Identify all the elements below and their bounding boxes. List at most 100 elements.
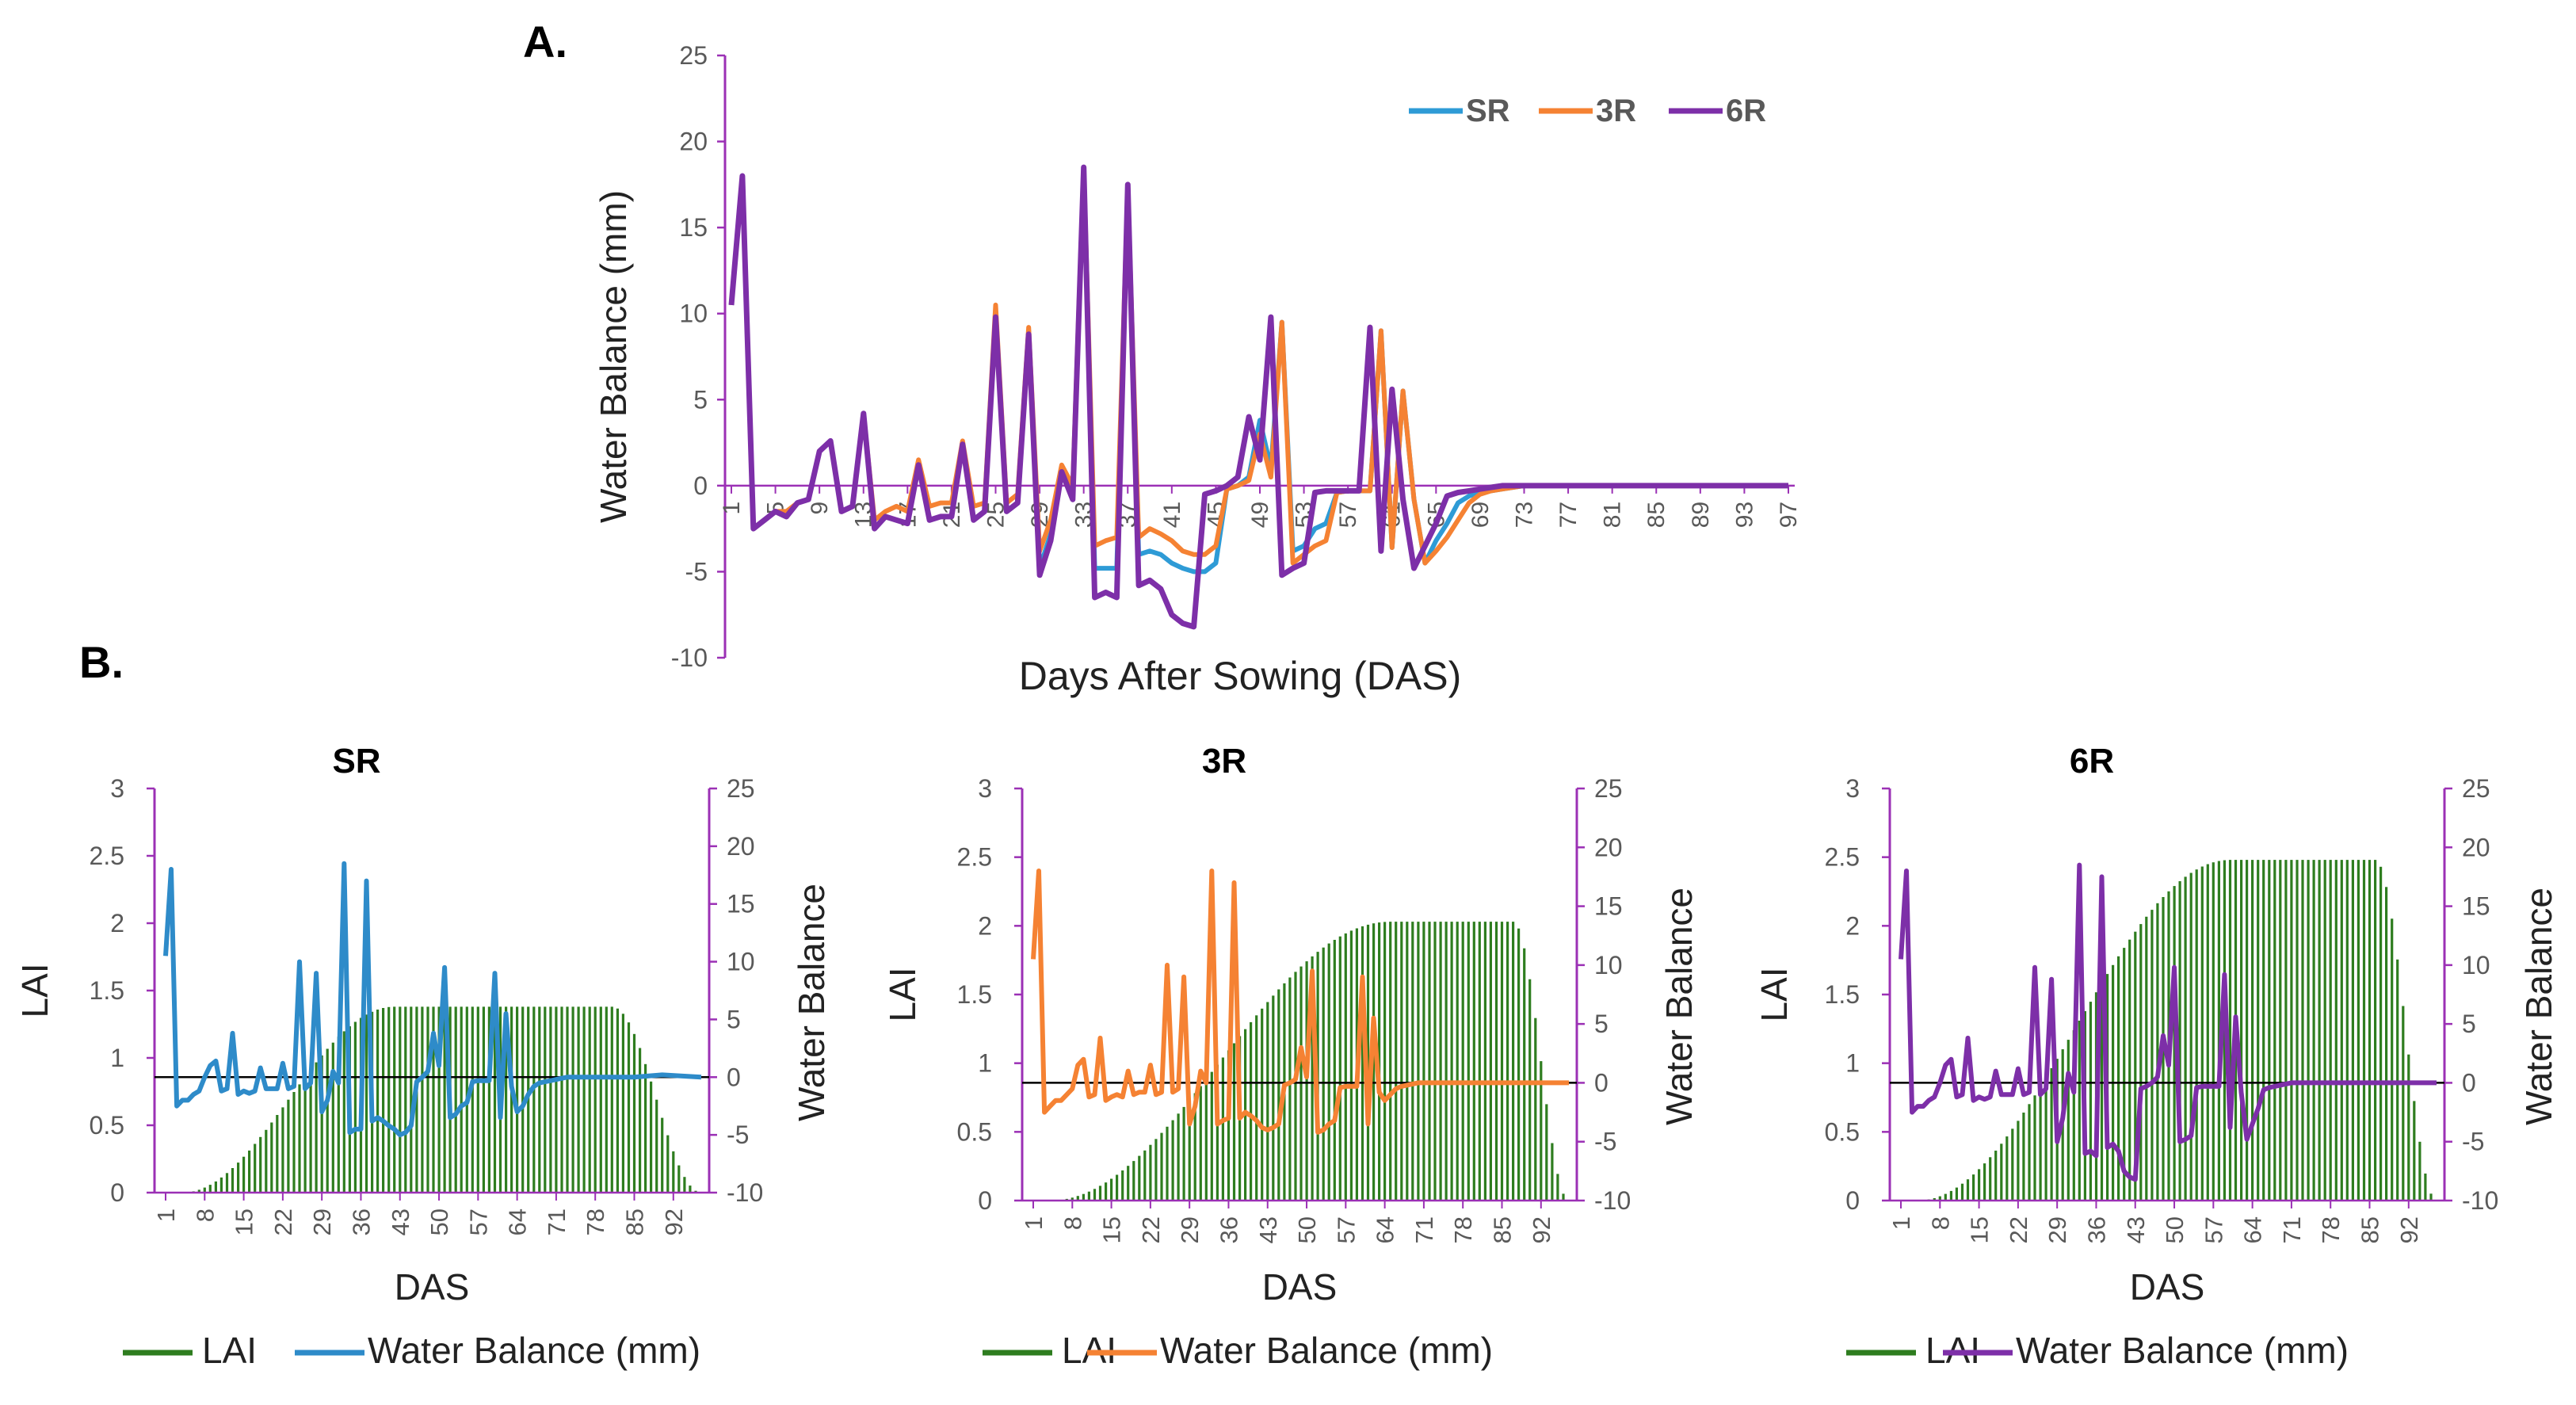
- lai-bar: [2379, 866, 2383, 1201]
- lai-bar: [2017, 1121, 2020, 1201]
- left-axis-title: LAI: [1754, 967, 1795, 1021]
- lai-bar: [1272, 995, 1275, 1201]
- lai-bar: [460, 1006, 463, 1193]
- lai-bar: [1994, 1151, 1998, 1201]
- lai-bar: [254, 1143, 257, 1193]
- y-axis-title: Water Balance (mm): [593, 190, 634, 523]
- lai-bar: [2391, 918, 2394, 1201]
- lai-bar: [1166, 1126, 1169, 1201]
- lai-bar: [2050, 1067, 2053, 1201]
- lai-bar: [1160, 1132, 1163, 1201]
- right-axis-title: Water Balance: [2518, 888, 2559, 1125]
- chart-title: 3R: [1202, 742, 1246, 781]
- lai-bar: [2000, 1143, 2003, 1201]
- lai-bar: [1182, 1106, 1185, 1201]
- lai-bar: [2262, 860, 2265, 1201]
- lai-bar: [2424, 1173, 2427, 1201]
- x-tick-label: 8: [191, 1208, 219, 1222]
- right-tick-label: 0: [1594, 1068, 1609, 1097]
- lai-bar: [1250, 1021, 1253, 1201]
- lai-bar: [1938, 1196, 1941, 1201]
- x-tick-label: 9: [807, 502, 833, 515]
- x-tick-label: 92: [660, 1208, 688, 1235]
- left-tick-label: 0.5: [957, 1117, 992, 1146]
- lai-bar: [1528, 979, 1532, 1201]
- lai-bar: [2072, 1030, 2075, 1201]
- lai-bar: [2134, 931, 2137, 1201]
- lai-bar: [2200, 866, 2204, 1201]
- right-tick-label: -10: [2462, 1186, 2498, 1215]
- lai-bar: [2257, 860, 2260, 1201]
- x-tick-label: 64: [504, 1208, 532, 1235]
- lai-bar: [2312, 860, 2315, 1201]
- lai-bar: [655, 1099, 658, 1193]
- lai-bar: [560, 1006, 563, 1193]
- panel-a-label: A.: [523, 17, 567, 67]
- lai-bar: [487, 1006, 490, 1193]
- lai-bar: [2139, 924, 2143, 1201]
- lai-bar: [505, 1006, 508, 1193]
- lai-bar: [605, 1006, 608, 1193]
- lai-bar: [1338, 936, 1341, 1201]
- lai-bar: [1311, 956, 1314, 1201]
- lai-bar: [1949, 1190, 1952, 1201]
- x-tick-label: 64: [2239, 1216, 2267, 1243]
- lai-bar: [2217, 861, 2220, 1201]
- right-tick-label: 15: [727, 890, 755, 918]
- lai-bar: [1439, 922, 1442, 1201]
- lai-bar: [2345, 860, 2349, 1201]
- x-tick-label: 36: [1215, 1216, 1242, 1243]
- lai-bar: [2206, 864, 2209, 1201]
- chart-title: SR: [332, 742, 380, 781]
- lai-bar: [1472, 922, 1475, 1201]
- lai-bar: [571, 1006, 574, 1193]
- lai-bar: [432, 1006, 435, 1193]
- lai-bar: [2301, 860, 2304, 1201]
- series-line-6r: [728, 164, 1788, 630]
- lai-bar: [2334, 860, 2337, 1201]
- lai-bar: [1087, 1191, 1090, 1201]
- x-tick-label: 36: [347, 1208, 375, 1235]
- lai-bar: [1255, 1015, 1258, 1201]
- left-tick-label: 0.5: [90, 1111, 124, 1140]
- lai-bar: [219, 1177, 223, 1193]
- lai-bar: [689, 1185, 692, 1193]
- x-tick-label: 78: [2317, 1216, 2345, 1243]
- lai-bar: [1333, 940, 1336, 1201]
- lai-bar: [2402, 1006, 2405, 1201]
- lai-bar: [2089, 1002, 2092, 1201]
- lai-bar: [2396, 959, 2399, 1201]
- lai-bar: [2078, 1021, 2081, 1201]
- lai-bar: [2178, 881, 2181, 1201]
- lai-bar: [555, 1006, 558, 1193]
- right-tick-label: -10: [727, 1178, 763, 1207]
- x-tick-label: 43: [1254, 1216, 1282, 1243]
- lai-bar: [532, 1006, 536, 1193]
- lai-bar: [1121, 1170, 1124, 1201]
- legend-label-water: Water Balance (mm): [2016, 1330, 2349, 1371]
- lai-bar: [1983, 1163, 1986, 1201]
- right-tick-label: 5: [727, 1005, 741, 1033]
- legend-label-6r: 6R: [1726, 94, 1766, 128]
- lai-bar: [1154, 1139, 1158, 1201]
- lai-bar: [1966, 1179, 1970, 1201]
- lai-bar: [2340, 860, 2343, 1201]
- lai-bar: [2212, 862, 2215, 1201]
- lai-bar: [281, 1107, 284, 1193]
- left-tick-label: 1.5: [957, 980, 992, 1009]
- legend-label-3r: 3R: [1596, 94, 1636, 128]
- x-tick-label: 69: [1467, 502, 1494, 528]
- right-axis-title: Water Balance: [791, 884, 832, 1121]
- lai-bar: [1494, 922, 1498, 1201]
- lai-bar: [2005, 1136, 2009, 1201]
- x-tick-label: 89: [1688, 502, 1714, 528]
- lai-bar: [1149, 1144, 1152, 1201]
- x-axis-title: DAS: [1262, 1266, 1338, 1308]
- lai-bar: [320, 1055, 323, 1193]
- lai-bar: [538, 1006, 541, 1193]
- right-tick-label: -10: [1594, 1186, 1631, 1215]
- x-tick-label: 64: [1372, 1216, 1399, 1243]
- right-tick-label: 5: [1594, 1010, 1609, 1038]
